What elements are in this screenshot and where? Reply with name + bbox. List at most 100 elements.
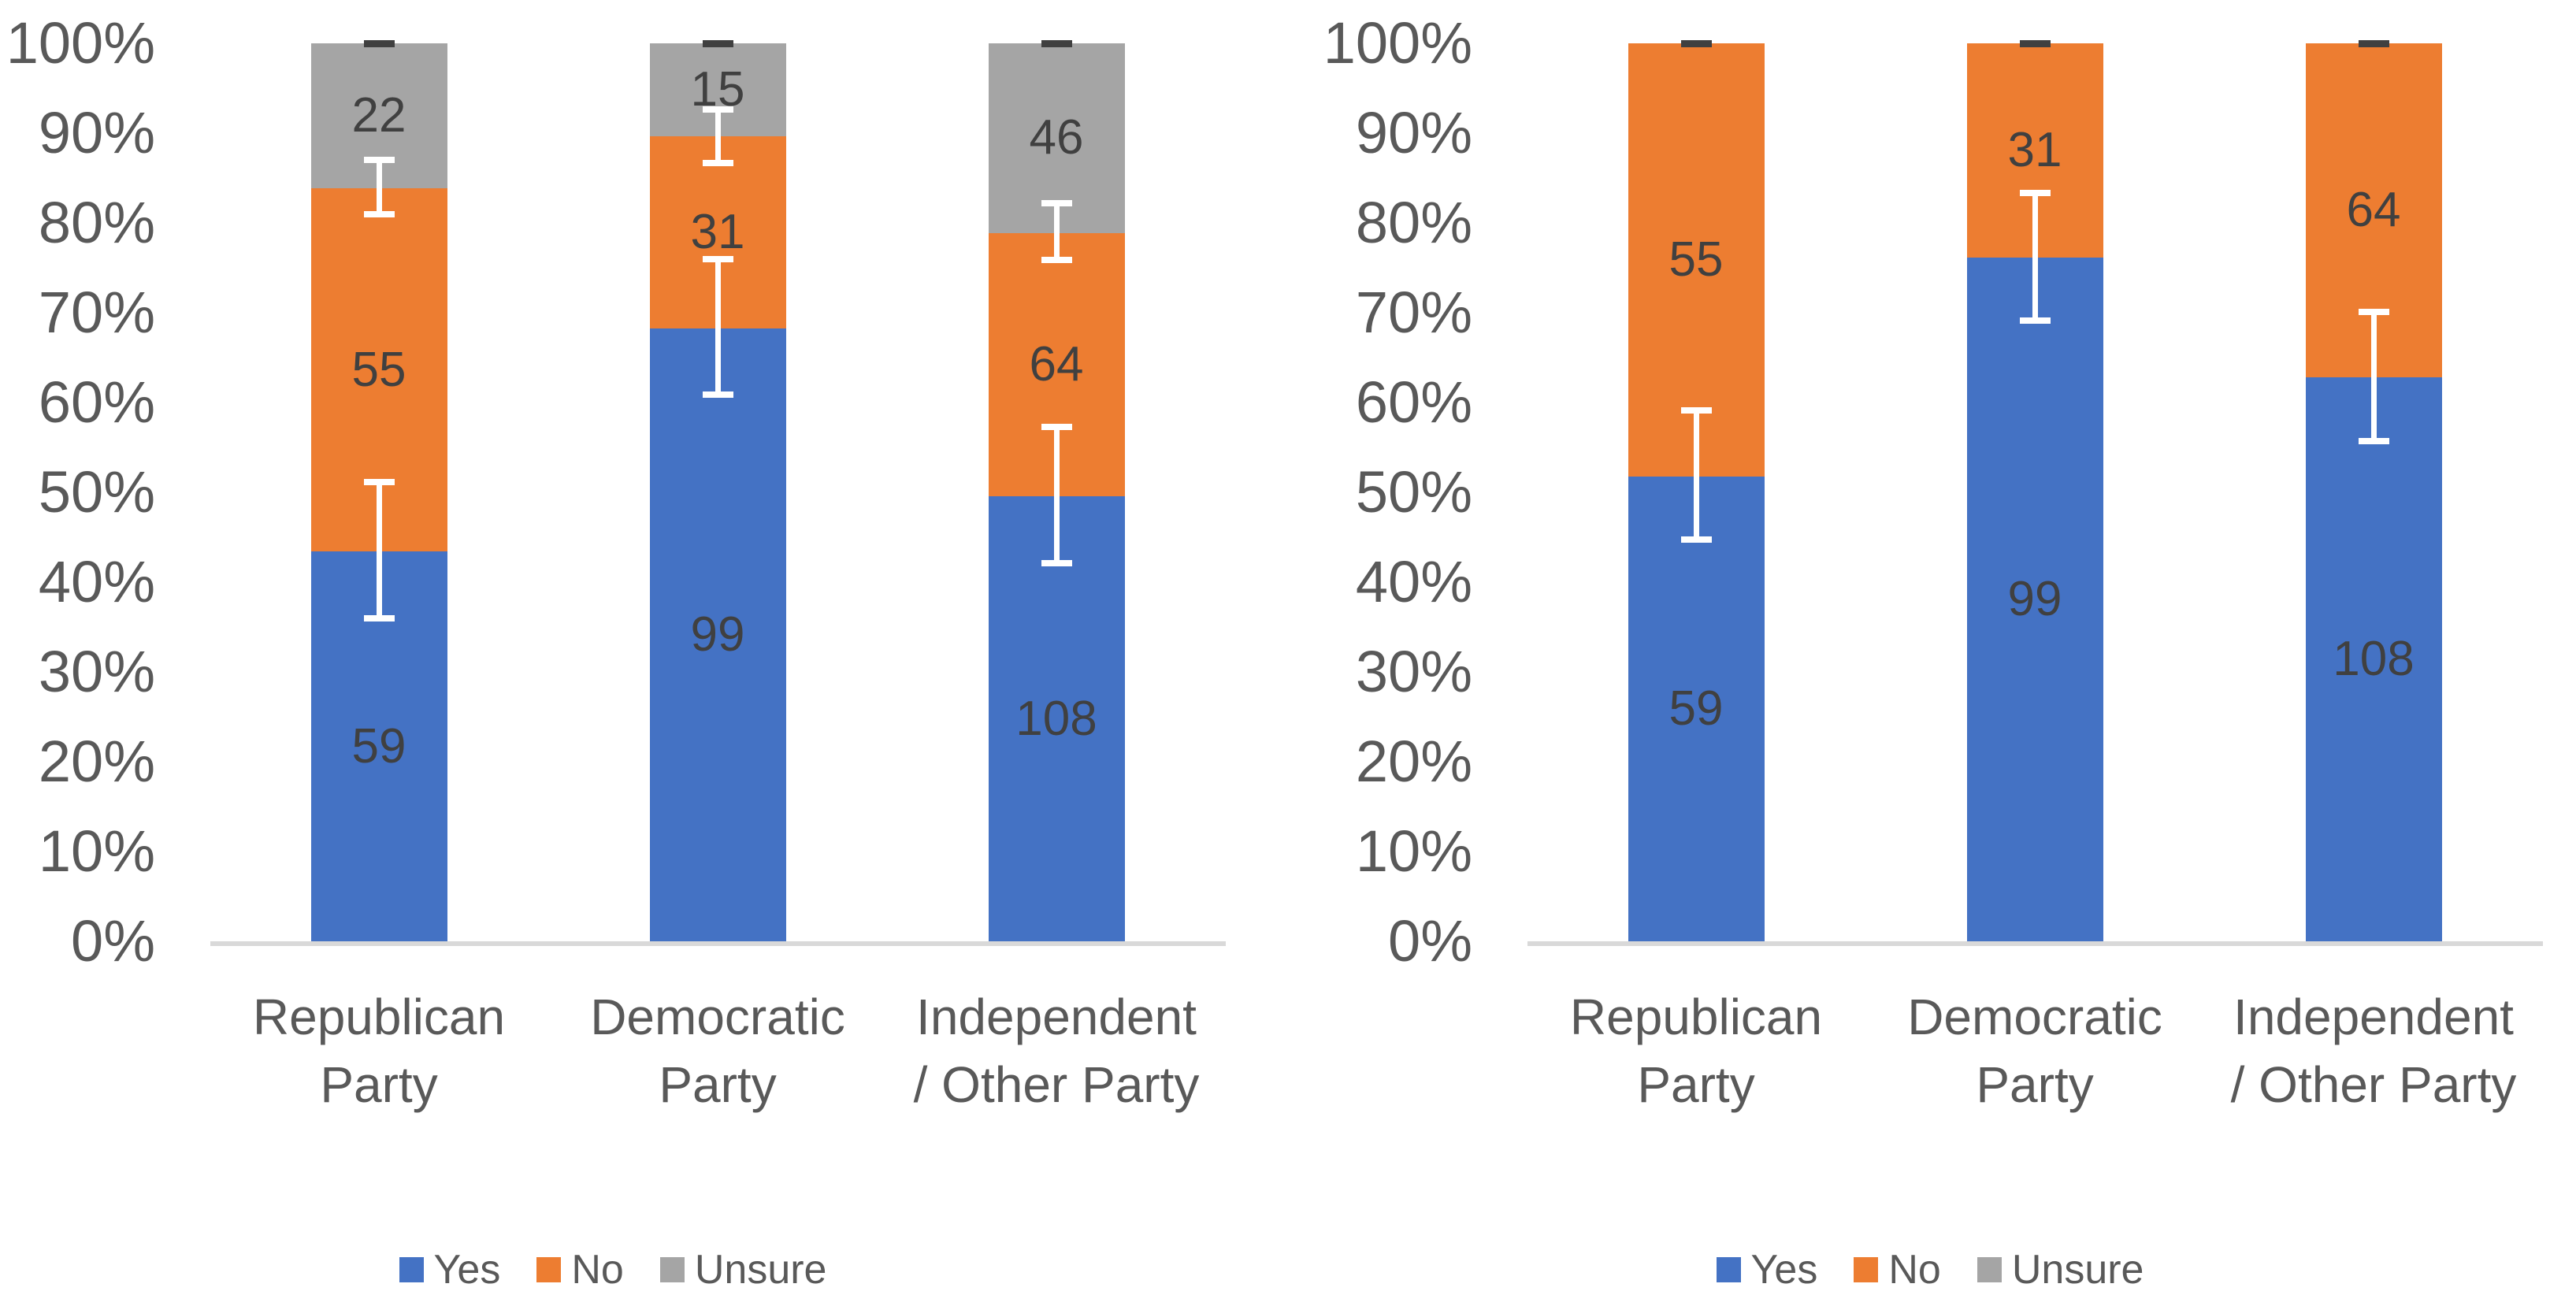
- error-bar-cap: [1680, 536, 1712, 544]
- error-bar-line: [376, 482, 382, 618]
- category-label-line: / Other Party: [913, 1056, 1200, 1113]
- category-label: Democratic Party: [1861, 983, 2208, 1119]
- error-bar-cap: [1041, 256, 1072, 263]
- y-axis-tick-label: 0%: [71, 908, 155, 974]
- legend-item-unsure: Unsure: [1977, 1249, 2144, 1290]
- bar-top-cap: [1680, 40, 1712, 47]
- y-axis-tick-label: 90%: [1355, 100, 1472, 165]
- y-axis-tick-label: 80%: [38, 190, 155, 255]
- category-label-line: Democratic: [590, 989, 845, 1045]
- category-label: Independent / Other Party: [2200, 983, 2547, 1119]
- category-label-line: Democratic: [1907, 989, 2162, 1045]
- y-axis-tick-label: 40%: [38, 549, 155, 614]
- error-bar-cap: [363, 479, 395, 486]
- error-bar-cap: [702, 106, 733, 113]
- error-bar-line: [1693, 410, 1699, 540]
- legend-swatch-no: [1854, 1257, 1879, 1282]
- legend-item-no: No: [1854, 1247, 1941, 1293]
- legend-swatch-unsure: [659, 1257, 685, 1282]
- bar-value-label: 22: [351, 88, 406, 143]
- bar-top-cap: [2019, 40, 2051, 47]
- category-label-line: Party: [320, 1056, 438, 1113]
- x-axis-line: [1527, 941, 2543, 946]
- error-bar-line: [376, 160, 382, 214]
- legend-item-unsure: Unsure: [659, 1247, 827, 1293]
- bar-segment-yes: [2305, 377, 2442, 941]
- error-bar-cap: [1041, 423, 1072, 430]
- bar-value-label: 64: [2346, 183, 2401, 238]
- bar-value-label: 108: [1015, 691, 1097, 746]
- right-stacked-bar-chart: 100% 90% 80% 70% 60% 50% 40% 30% 20% 10% 0% 59 55 Rep…: [1317, 0, 2576, 1306]
- category-label: Democratic Party: [544, 983, 891, 1119]
- category-label: Republican Party: [206, 983, 552, 1119]
- bar-value-label: 55: [351, 342, 406, 397]
- y-axis-tick-label: 10%: [1355, 818, 1472, 884]
- category-label-line: Independent: [2233, 989, 2514, 1045]
- legend: Yes No Unsure: [0, 1249, 1226, 1290]
- bar-value-label: 99: [2007, 571, 2062, 626]
- bar-top-cap: [1041, 40, 1072, 47]
- legend-label: Unsure: [2011, 1247, 2144, 1293]
- error-bar-cap: [363, 210, 395, 217]
- legend-label: Yes: [1750, 1247, 1818, 1293]
- category-label: Republican Party: [1523, 983, 1869, 1119]
- y-axis-tick-label: 50%: [38, 459, 155, 525]
- bar-value-label: 31: [690, 204, 745, 259]
- bar-value-label: 59: [351, 718, 406, 774]
- y-axis-tick-label: 70%: [1355, 280, 1472, 345]
- error-bar-line: [715, 109, 721, 163]
- legend-item-yes: Yes: [399, 1247, 501, 1293]
- category-label: Independent / Other Party: [883, 983, 1230, 1119]
- y-axis-tick-label: 10%: [38, 818, 155, 884]
- error-bar-cap: [1041, 199, 1072, 206]
- legend-swatch-yes: [399, 1257, 424, 1282]
- legend-label: Yes: [433, 1247, 501, 1293]
- legend-swatch-no: [536, 1257, 562, 1282]
- x-axis-line: [210, 941, 1226, 946]
- error-bar-line: [1053, 202, 1060, 260]
- bar-top-cap: [702, 40, 733, 47]
- category-label-line: Republican: [252, 989, 506, 1045]
- error-bar-line: [2370, 311, 2377, 442]
- y-axis-tick-label: 80%: [1355, 190, 1472, 255]
- bar-segment-yes: [649, 328, 786, 941]
- legend-item-yes: Yes: [1716, 1247, 1818, 1293]
- bar-top-cap: [363, 40, 395, 47]
- legend-item-no: No: [536, 1247, 624, 1293]
- bar-value-label: 46: [1029, 110, 1084, 165]
- y-axis-tick-label: 100%: [6, 10, 155, 76]
- error-bar-cap: [702, 159, 733, 166]
- legend: Yes No Unsure: [1317, 1249, 2543, 1290]
- error-bar-cap: [702, 255, 733, 262]
- category-label-line: Independent: [916, 989, 1197, 1045]
- y-axis-tick-label: 60%: [1355, 369, 1472, 435]
- error-bar-cap: [2358, 438, 2389, 445]
- category-label-line: / Other Party: [2230, 1056, 2517, 1113]
- error-bar-line: [715, 258, 721, 395]
- bar-value-label: 31: [2007, 122, 2062, 177]
- y-axis-tick-label: 90%: [38, 100, 155, 165]
- legend-swatch-unsure: [1977, 1257, 2002, 1282]
- legend-label: No: [571, 1247, 624, 1293]
- bar-segment-no: [1628, 43, 1765, 477]
- bar-value-label: 99: [690, 607, 745, 662]
- category-label-line: Party: [659, 1056, 777, 1113]
- error-bar-cap: [363, 157, 395, 164]
- error-bar-cap: [1041, 560, 1072, 567]
- y-axis-tick-label: 20%: [38, 729, 155, 794]
- bar-segment-yes: [1966, 257, 2103, 941]
- legend-label: No: [1888, 1247, 1941, 1293]
- y-axis-tick-label: 70%: [38, 280, 155, 345]
- error-bar-cap: [2019, 190, 2051, 197]
- bar-top-cap: [2358, 40, 2389, 47]
- legend-label: Unsure: [694, 1247, 827, 1293]
- y-axis-tick-label: 30%: [1355, 639, 1472, 704]
- legend-swatch-yes: [1716, 1257, 1741, 1282]
- bar-segment-yes: [1628, 477, 1765, 941]
- y-axis-tick-label: 30%: [38, 639, 155, 704]
- y-axis-tick-label: 40%: [1355, 549, 1472, 614]
- y-axis-tick-label: 20%: [1355, 729, 1472, 794]
- bar-value-label: 59: [1668, 681, 1724, 736]
- bar-segment-yes: [988, 496, 1125, 941]
